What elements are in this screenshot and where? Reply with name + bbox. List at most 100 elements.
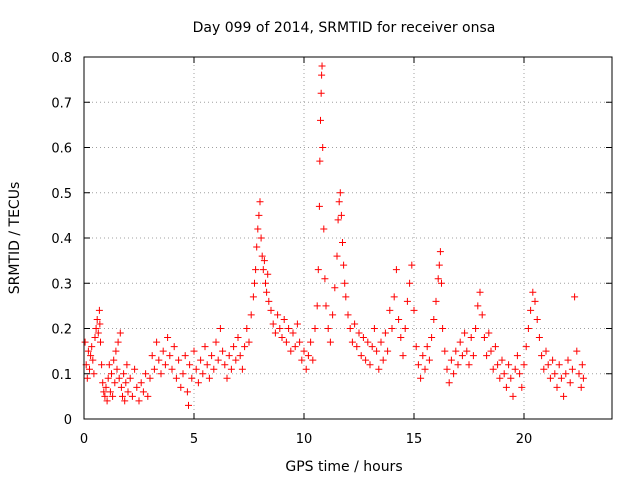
data-point bbox=[485, 329, 493, 337]
data-point bbox=[97, 338, 104, 346]
data-point bbox=[551, 370, 559, 378]
data-point bbox=[564, 356, 572, 364]
data-point bbox=[95, 306, 103, 314]
data-point bbox=[116, 329, 124, 337]
data-point bbox=[339, 239, 346, 247]
data-point bbox=[307, 338, 315, 346]
data-point bbox=[238, 365, 246, 373]
data-point bbox=[516, 370, 524, 378]
data-point bbox=[487, 347, 495, 355]
data-point bbox=[105, 361, 113, 369]
data-point bbox=[205, 374, 213, 382]
data-point bbox=[428, 334, 436, 342]
data-point bbox=[445, 379, 453, 387]
data-point bbox=[243, 325, 251, 332]
data-point bbox=[476, 288, 484, 296]
data-point bbox=[335, 198, 343, 206]
grid bbox=[83, 56, 612, 420]
data-point bbox=[208, 352, 216, 360]
chart-title: Day 099 of 2014, SRMTID for receiver ons… bbox=[193, 20, 496, 36]
data-point bbox=[342, 293, 350, 301]
data-point bbox=[197, 356, 205, 364]
data-point bbox=[259, 266, 267, 274]
data-point bbox=[533, 315, 541, 323]
data-point bbox=[100, 388, 108, 396]
data-point bbox=[430, 315, 438, 323]
data-point bbox=[86, 365, 93, 373]
data-point bbox=[280, 315, 288, 323]
data-point bbox=[155, 356, 163, 364]
data-point bbox=[527, 306, 535, 314]
data-point bbox=[89, 356, 97, 364]
y-tick-label: 0.2 bbox=[51, 323, 72, 338]
data-point bbox=[254, 225, 262, 233]
data-point bbox=[236, 352, 244, 360]
data-point bbox=[511, 365, 519, 373]
data-point bbox=[513, 352, 521, 360]
data-point bbox=[150, 365, 158, 373]
data-point bbox=[148, 352, 156, 360]
data-point bbox=[265, 297, 273, 305]
data-point bbox=[465, 361, 473, 369]
data-point bbox=[124, 388, 132, 396]
data-point bbox=[133, 383, 141, 391]
data-points bbox=[81, 62, 587, 409]
data-point bbox=[542, 347, 550, 355]
data-point bbox=[578, 361, 586, 369]
data-point bbox=[555, 361, 563, 369]
data-point bbox=[264, 270, 272, 278]
data-point bbox=[355, 329, 363, 337]
data-point bbox=[108, 370, 115, 378]
data-point bbox=[123, 361, 131, 369]
data-point bbox=[436, 248, 444, 256]
data-point bbox=[318, 62, 326, 70]
x-axis-label: GPS time / hours bbox=[285, 459, 402, 475]
data-point bbox=[175, 356, 183, 364]
data-point bbox=[106, 388, 114, 396]
axis-ticks bbox=[83, 56, 612, 420]
data-point bbox=[553, 383, 561, 391]
data-point bbox=[232, 356, 240, 364]
data-point bbox=[139, 388, 147, 396]
data-point bbox=[458, 352, 466, 360]
data-point bbox=[258, 252, 266, 260]
data-point bbox=[340, 261, 348, 269]
data-point bbox=[103, 397, 111, 405]
data-point bbox=[203, 361, 211, 369]
data-point bbox=[522, 343, 530, 351]
data-point bbox=[234, 334, 242, 342]
data-point bbox=[386, 306, 394, 314]
data-point bbox=[401, 325, 409, 332]
data-point bbox=[321, 275, 329, 283]
data-point bbox=[319, 144, 327, 151]
data-point bbox=[122, 379, 130, 387]
data-point bbox=[104, 374, 112, 382]
data-point bbox=[230, 343, 238, 351]
data-point bbox=[357, 352, 365, 360]
data-point bbox=[278, 334, 286, 342]
data-point bbox=[256, 198, 264, 206]
x-tick-label: 15 bbox=[406, 432, 423, 447]
data-point bbox=[478, 311, 486, 319]
data-point bbox=[520, 361, 528, 369]
data-point bbox=[317, 116, 324, 124]
y-tick-label: 0.6 bbox=[51, 142, 72, 157]
data-point bbox=[454, 361, 462, 369]
data-point bbox=[447, 356, 455, 364]
data-point bbox=[331, 284, 339, 292]
data-point bbox=[419, 352, 427, 360]
data-point bbox=[177, 383, 185, 391]
data-point bbox=[403, 297, 411, 305]
data-point bbox=[549, 356, 557, 364]
data-point bbox=[212, 338, 220, 346]
data-point bbox=[285, 325, 293, 332]
data-point bbox=[185, 401, 192, 409]
data-point bbox=[562, 370, 570, 378]
data-point bbox=[315, 202, 323, 210]
data-point bbox=[388, 325, 396, 332]
y-tick-label: 0.4 bbox=[51, 232, 72, 247]
data-point bbox=[114, 338, 122, 346]
data-point bbox=[483, 352, 491, 360]
